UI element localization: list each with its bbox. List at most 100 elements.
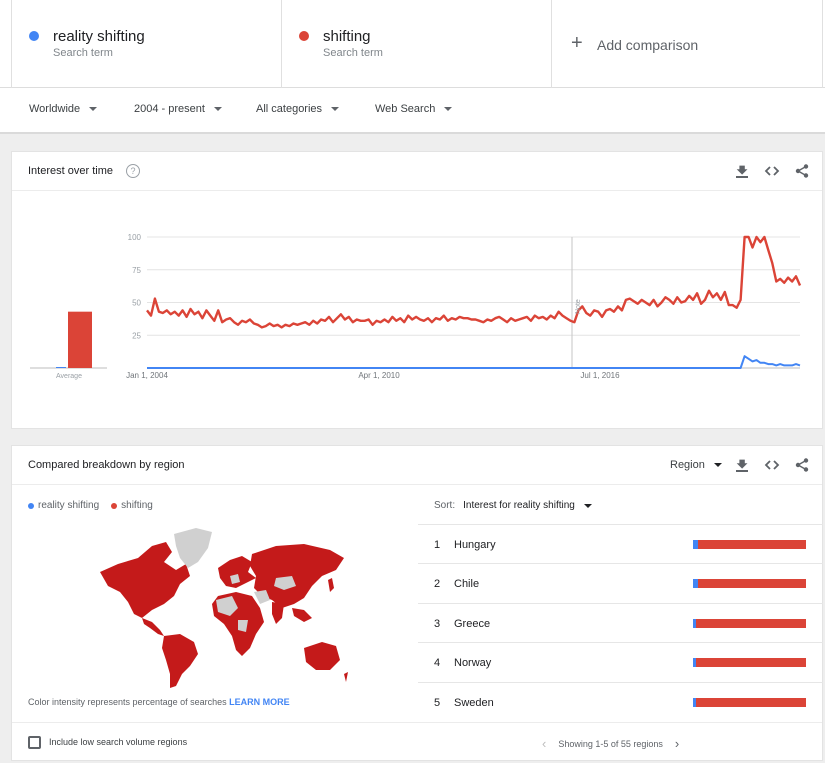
legend-label: shifting [121,500,153,511]
category-filter[interactable]: All categories [256,103,340,115]
add-comparison-button[interactable]: + Add comparison [552,0,823,88]
pagination: ‹ Showing 1-5 of 55 regions › [542,736,679,751]
map-note: Color intensity represents percentage of… [28,697,290,707]
map-japan [328,578,334,592]
sort-label: Sort: [434,500,456,511]
chevron-left-icon[interactable]: ‹ [542,736,547,751]
search-terms-bar: reality shifting Search term shifting Se… [0,0,825,88]
add-comparison-label: Add comparison [597,37,699,53]
term-shifting[interactable]: shifting Search term [282,0,552,88]
term-name: reality shifting [53,28,145,45]
region-level-label: Region [670,459,705,471]
y-tick-label: 100 [128,233,142,242]
region-row[interactable]: 5 Sweden [418,682,823,721]
series-line-reality-shifting [147,355,801,369]
checkbox-label: Include low search volume regions [49,737,188,747]
rank-number: 1 [434,539,441,551]
term-color-dot [299,31,309,41]
region-name: Chile [454,578,480,590]
rank-number: 2 [434,578,441,590]
region-level-select[interactable]: Region [670,459,722,471]
rank-number: 4 [434,657,441,669]
y-tick-label: 75 [132,266,141,275]
comparison-bar [693,579,806,588]
card-header: Interest over time ? [12,152,822,191]
world-map[interactable] [90,524,350,694]
map-africa-gray2 [238,620,248,632]
embed-code-icon[interactable] [764,457,780,473]
map-se-asia [292,608,312,622]
x-tick-label: Jan 1, 2004 [126,371,168,380]
average-bar-shifting [68,311,92,368]
chevron-down-icon [583,503,592,508]
interest-chart: 100 75 50 25 Jan 1, 2004 Apr 1, 2010 Jul 1, 20… [30,233,802,380]
map-legend: reality shifting shifting [28,500,153,511]
region-name: Greece [454,618,491,630]
search-type-filter[interactable]: Web Search [375,103,453,115]
chevron-down-icon [713,463,722,467]
bar-reality-shifting [693,619,697,628]
card-title: Interest over time [28,165,113,177]
region-row[interactable]: 3 Greece [418,603,823,642]
region-filter[interactable]: Worldwide [29,103,98,115]
series-line-shifting [146,235,802,329]
map-middle-east-gray [254,590,270,604]
legend-dot-red [111,502,118,509]
comparison-bar [693,658,806,667]
chevron-right-icon[interactable]: › [674,736,680,751]
bar-reality-shifting [693,698,697,707]
sort-value: Interest for reality shifting [463,500,575,511]
bar-shifting [696,698,806,707]
comparison-bar [693,540,806,549]
legend-label: reality shifting [38,500,100,511]
bar-reality-shifting [693,540,698,549]
map-central-america [142,618,164,636]
period-filter[interactable]: 2004 - present [134,103,222,115]
share-icon[interactable] [794,163,810,179]
download-icon[interactable] [734,163,750,179]
chevron-down-icon [89,107,98,111]
region-row[interactable]: 2 Chile [418,563,823,602]
average-bar-reality-shifting [56,367,66,368]
pager-text: Showing 1-5 of 55 regions [558,738,663,749]
region-name: Hungary [454,539,496,551]
bar-reality-shifting [693,658,697,667]
bar-shifting [696,658,806,667]
low-volume-checkbox[interactable] [28,736,41,749]
chevron-down-icon [444,107,453,111]
map-north-america [100,542,190,618]
map-africa-gray [216,596,238,616]
note-marker-label: Note [575,299,582,314]
category-filter-label: All categories [256,103,323,115]
rank-number: 3 [434,618,441,630]
map-new-zealand [344,672,348,682]
region-filter-label: Worldwide [29,103,81,115]
map-europe-gray [230,574,240,584]
comparison-bar [693,698,806,707]
region-breakdown-card: Compared breakdown by region Region real… [11,445,823,761]
sort-control[interactable]: Sort: Interest for reality shifting [434,500,592,511]
download-icon[interactable] [734,457,750,473]
y-tick-label: 50 [132,299,141,308]
search-type-filter-label: Web Search [375,103,436,115]
term-name: shifting [323,28,371,45]
region-row[interactable]: 4 Norway [418,642,823,681]
card-actions [734,457,810,473]
map-note-text: Color intensity represents percentage of… [28,697,227,707]
share-icon[interactable] [794,457,810,473]
interest-over-time-card: Interest over time ? 100 75 50 25 Jan 1, 200… [11,151,823,429]
map-europe [218,556,256,588]
comparison-bar [693,619,806,628]
help-icon[interactable]: ? [126,164,140,178]
region-row[interactable]: 1 Hungary [418,524,823,563]
learn-more-link[interactable]: LEARN MORE [229,697,290,707]
embed-code-icon[interactable] [764,163,780,179]
region-name: Sweden [454,697,494,709]
average-label: Average [56,373,82,380]
term-reality-shifting[interactable]: reality shifting Search term [11,0,282,88]
region-name: Norway [454,657,492,669]
map-south-america [162,634,198,688]
bar-shifting [697,540,806,549]
map-australia [304,642,340,670]
card-title: Compared breakdown by region [28,459,185,471]
